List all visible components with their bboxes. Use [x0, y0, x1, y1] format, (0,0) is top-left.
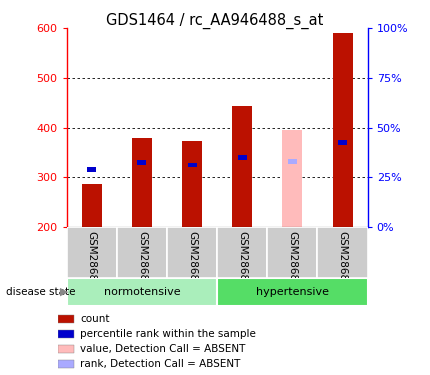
Bar [67, 278, 217, 306]
Text: count: count [80, 314, 110, 324]
Bar [132, 138, 152, 227]
Text: disease state: disease state [6, 286, 76, 297]
Text: percentile rank within the sample: percentile rank within the sample [80, 329, 256, 339]
Bar [288, 159, 297, 164]
Bar [87, 168, 96, 172]
Bar [58, 345, 74, 353]
Bar [182, 141, 202, 227]
Bar [167, 227, 217, 278]
Bar [58, 330, 74, 338]
Bar [332, 33, 353, 227]
Bar [232, 106, 252, 227]
Text: hypertensive: hypertensive [256, 286, 329, 297]
Bar [117, 227, 167, 278]
Text: value, Detection Call = ABSENT: value, Detection Call = ABSENT [80, 344, 246, 354]
Bar [217, 227, 267, 278]
Text: GSM28684: GSM28684 [87, 231, 97, 288]
Bar [67, 227, 117, 278]
Bar [82, 184, 102, 227]
Text: ▶: ▶ [60, 286, 69, 297]
Text: GDS1464 / rc_AA946488_s_at: GDS1464 / rc_AA946488_s_at [106, 13, 324, 29]
Bar [338, 140, 347, 145]
Bar [267, 227, 317, 278]
Bar [187, 162, 197, 167]
Bar [137, 160, 146, 165]
Text: GSM28685: GSM28685 [137, 231, 147, 288]
Bar [58, 360, 74, 368]
Text: GSM28681: GSM28681 [237, 231, 247, 288]
Text: GSM28686: GSM28686 [187, 231, 197, 288]
Bar [283, 130, 302, 227]
Bar [58, 315, 74, 323]
Text: GSM28683: GSM28683 [338, 231, 347, 288]
Text: normotensive: normotensive [104, 286, 180, 297]
Bar [238, 155, 247, 159]
Text: GSM28682: GSM28682 [287, 231, 298, 288]
Bar [317, 227, 368, 278]
Text: rank, Detection Call = ABSENT: rank, Detection Call = ABSENT [80, 359, 241, 369]
Bar [217, 278, 368, 306]
